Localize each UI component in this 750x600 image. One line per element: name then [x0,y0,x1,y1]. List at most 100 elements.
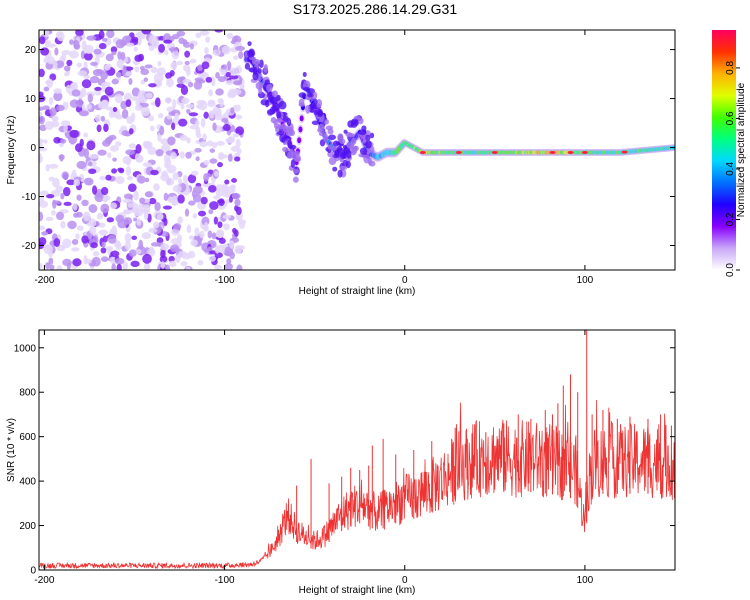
spectrogram-noise-cell [197,79,206,84]
x-tick-label: -200 [34,275,54,286]
spectrogram-noise-cell [148,197,157,205]
spectrogram-noise-cell [121,130,130,137]
spectrogram-noise-cell [215,88,224,96]
spectrogram-noise-cell [164,264,171,270]
y-tick-label: -10 [22,192,37,203]
y-tick-label: 0 [30,566,36,577]
spectrogram-noise-cell [144,64,153,69]
ridge-blob [277,124,286,130]
spectrogram-noise-cell [49,73,57,81]
spectrogram-noise-cell [98,222,106,228]
spectrogram-noise-cell [63,65,71,72]
ridge-blob [279,133,287,143]
spectrogram-noise-cell [235,138,241,149]
spectrogram-noise-cell [90,242,98,249]
spectrogram-noise-cell [148,83,157,88]
y-tick-label: -20 [22,241,37,252]
spectrogram-noise-cell [86,35,97,41]
spectrogram-noise-cell [133,46,138,52]
spectrogram-noise-cell [168,111,177,116]
spectrogram-noise-cell [104,64,111,71]
spectrogram-noise-cell [184,208,190,217]
ridge-blob [287,139,292,149]
ridge-blob [298,102,305,107]
spectrogram-noise-cell [234,245,243,254]
ridge-blob [317,127,323,133]
spectrogram-noise-cell [48,257,54,265]
spectrogram-noise-cell [189,124,199,130]
spectrogram-noise-cell [81,235,89,244]
spectrogram-noise-cell [53,238,61,247]
spectrogram-noise-cell [168,260,177,268]
colorbar-tick-label: 0.4 [725,162,736,176]
spectrogram-noise-cell [62,258,72,267]
spectrogram-noise-cell [54,47,59,56]
spectrogram-noise-cell [160,173,170,182]
spectrogram-noise-cell [195,120,200,127]
spectrogram-noise-cell [126,42,135,47]
spectrogram-noise-cell [131,36,139,43]
spectrogram-y-label: Frequency (Hz) [6,116,17,185]
spectrogram-noise-speckle [39,30,247,270]
spectrogram-noise-cell [185,103,195,109]
spectrogram-noise-cell [56,265,63,270]
spectrogram-noise-cell [88,161,93,167]
spectrogram-noise-cell [110,46,118,53]
spectrogram-noise-cell [128,143,136,149]
spectrogram-noise-cell [190,239,198,247]
spectrogram-noise-cell [147,115,155,122]
spectrogram-noise-cell [78,110,89,117]
spectrogram-noise-cell [202,133,207,141]
spectrogram-noise-cell [195,32,202,39]
spectrogram-noise-cell [71,238,79,246]
spectrogram-noise-cell [238,221,246,230]
spectrogram-noise-cell [188,235,195,240]
spectrogram-noise-cell [116,263,122,270]
spectrogram-noise-cell [110,250,120,258]
spectrogram-noise-cell [180,261,188,267]
spectrogram-noise-cell [39,142,43,148]
spectrogram-noise-cell [42,105,50,111]
spectrogram-noise-cell [145,141,153,149]
spectrogram-noise-cell [213,195,221,200]
ridge-blob [251,56,257,65]
spectrogram-noise-cell [114,114,124,120]
spectrogram-noise-cell [77,70,88,77]
spectrogram-noise-cell [80,87,87,98]
snr-panel: -200 -100 0 100 0 200 400 600 800 1000 Height of… [6,329,676,596]
spectrogram-noise-cell [69,129,79,138]
spectrogram-noise-cell [234,198,241,207]
spectrogram-noise-cell [131,235,138,241]
spectrogram-noise-cell [214,245,220,254]
spectrogram-noise-cell [148,44,155,52]
spectrogram-noise-cell [204,248,210,253]
ridge-blob [312,91,318,100]
spectrogram-noise-cell [71,247,80,252]
spectrogram-noise-cell [76,62,83,68]
spectrogram-noise-cell [194,147,202,153]
ridge-blob [298,92,307,98]
spectrogram-noise-cell [109,202,118,210]
ridge-blob [318,131,327,137]
spectrogram-noise-cell [156,213,164,221]
spectrogram-noise-cell [39,138,45,144]
spectrogram-noise-cell [234,205,239,212]
spectrogram-noise-cell [66,59,73,67]
spectrogram-noise-cell [140,102,149,108]
ridge-blob [294,156,302,163]
spectrogram-noise-cell [212,106,219,116]
ridge-blob [339,165,348,171]
spectrogram-noise-cell [232,133,240,138]
spectrogram-noise-cell [138,239,144,250]
spectrogram-noise-cell [195,132,202,139]
ridge-peak [567,150,574,154]
spectrogram-noise-cell [163,39,173,44]
ridge-blob [316,111,324,116]
spectrogram-frame [38,29,676,271]
spectrogram-noise-cell [60,138,67,144]
spectrogram-noise-cell [199,141,208,148]
spectrogram-noise-cell [130,112,136,122]
ridge-blob [286,126,292,134]
spectrogram-noise-cell [59,154,64,162]
